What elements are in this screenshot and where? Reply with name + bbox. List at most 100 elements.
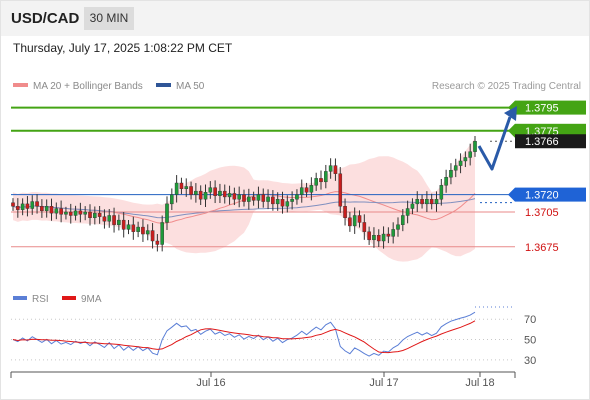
candle-body: [35, 201, 39, 207]
candle-body: [396, 224, 400, 230]
candle-body: [155, 240, 160, 245]
candle-body: [468, 151, 472, 158]
legend-ma50-swatch: [156, 83, 171, 88]
candle-body: [391, 229, 395, 237]
forecast-arrow-head: [504, 106, 517, 121]
candle-body: [150, 230, 155, 242]
candle-body: [232, 193, 237, 200]
timeframe-button[interactable]: 30 MIN: [84, 7, 134, 30]
candle-body: [343, 205, 347, 218]
candle-body: [170, 194, 174, 205]
candle-body: [179, 182, 184, 189]
candle-body: [458, 160, 463, 166]
level-tag-1.3720: [515, 187, 586, 202]
level-tag-arrow-1.3720: [508, 187, 515, 202]
candle-body: [237, 194, 241, 200]
candle-body: [198, 190, 203, 200]
level-label-1.3795: 1.3795: [525, 103, 559, 115]
candle-body: [160, 222, 164, 245]
legend-rsi-label: RSI: [32, 294, 49, 305]
level-tag-arrow-1.3775: [508, 123, 515, 138]
candle-body: [251, 196, 256, 201]
candle-body: [381, 233, 386, 242]
candle-body: [242, 194, 246, 202]
rsi-line: [12, 311, 476, 357]
candle-body: [16, 205, 20, 210]
candle-body: [213, 187, 217, 196]
candle-body: [285, 201, 290, 207]
candle-body: [49, 205, 54, 214]
candle-body: [333, 165, 338, 174]
candle-body: [227, 193, 232, 198]
candle-body: [83, 211, 87, 215]
instrument-symbol: USD/CAD: [11, 10, 80, 27]
legend-bollinger-swatch: [13, 83, 28, 88]
candle-body: [145, 230, 150, 235]
candle-body: [194, 190, 198, 195]
legend-rsi-swatch: [13, 296, 27, 301]
candle-body: [20, 203, 25, 210]
candle-body: [93, 212, 97, 219]
candle-body: [439, 185, 444, 200]
candle-body: [184, 186, 189, 189]
level-label-1.3675: 1.3675: [525, 242, 559, 254]
candle-body: [275, 199, 280, 205]
candle-body: [165, 203, 169, 223]
candle-body: [44, 205, 49, 212]
level-label-1.3705: 1.3705: [525, 207, 559, 219]
rsi-tick-label-30: 30: [524, 355, 536, 367]
candle-body: [324, 171, 328, 183]
rsi-tick-label-50: 50: [524, 335, 536, 347]
legend-rsi: RSI: [13, 294, 49, 305]
candle-body: [174, 182, 179, 195]
copyright-notice: Research © 2025 Trading Central: [431, 81, 581, 92]
legend-9ma-label: 9MA: [81, 294, 102, 305]
candle-body: [348, 217, 352, 227]
candle-body: [386, 233, 391, 237]
legend-bollinger-label: MA 20 + Bollinger Bands: [33, 81, 143, 92]
candle-body: [290, 199, 294, 202]
candle-body: [357, 215, 362, 223]
candle-body: [131, 224, 136, 232]
level-label-1.3766: 1.3766: [525, 136, 559, 148]
candle-body: [261, 194, 266, 202]
candle-body: [328, 165, 333, 172]
legend-ma50-label: MA 50: [176, 81, 205, 92]
x-axis-tick-label: Jul 17: [369, 377, 398, 389]
candle-body: [189, 186, 193, 195]
candle-body: [11, 202, 15, 207]
legend-bollinger: MA 20 + Bollinger Bands: [13, 81, 143, 92]
level-tag-1.3795: [515, 100, 586, 115]
candle-body: [271, 196, 275, 205]
candle-body: [121, 219, 126, 230]
legend-ma50: MA 50: [156, 81, 204, 92]
candle-body: [473, 141, 477, 152]
level-label-1.3720: 1.3720: [525, 190, 559, 202]
chart-header: USD/CAD 30 MIN: [0, 0, 590, 36]
candle-body: [222, 190, 227, 198]
candle-body: [107, 215, 112, 222]
candle-body: [136, 226, 140, 232]
candle-body: [208, 187, 213, 193]
candle-body: [449, 170, 453, 178]
forecast-arrow-path: [477, 116, 512, 171]
candle-body: [102, 216, 107, 222]
candle-body: [401, 215, 405, 225]
candle-body: [453, 165, 458, 171]
candle-body: [367, 231, 371, 241]
candle-body: [117, 219, 121, 225]
candles: [11, 136, 477, 252]
candle-body: [420, 199, 424, 205]
candle-body: [73, 210, 78, 216]
candle-body: [88, 211, 92, 218]
candle-body: [372, 234, 376, 241]
rsi-tick-label-70: 70: [524, 314, 536, 326]
candle-body: [218, 190, 222, 196]
candle-body: [352, 215, 357, 227]
candle-body: [295, 194, 299, 200]
candle-body: [59, 208, 63, 215]
legend-9ma: 9MA: [62, 294, 102, 305]
rsi-9ma-line: [12, 320, 476, 354]
candle-body: [319, 178, 323, 183]
candle-body: [54, 208, 59, 214]
